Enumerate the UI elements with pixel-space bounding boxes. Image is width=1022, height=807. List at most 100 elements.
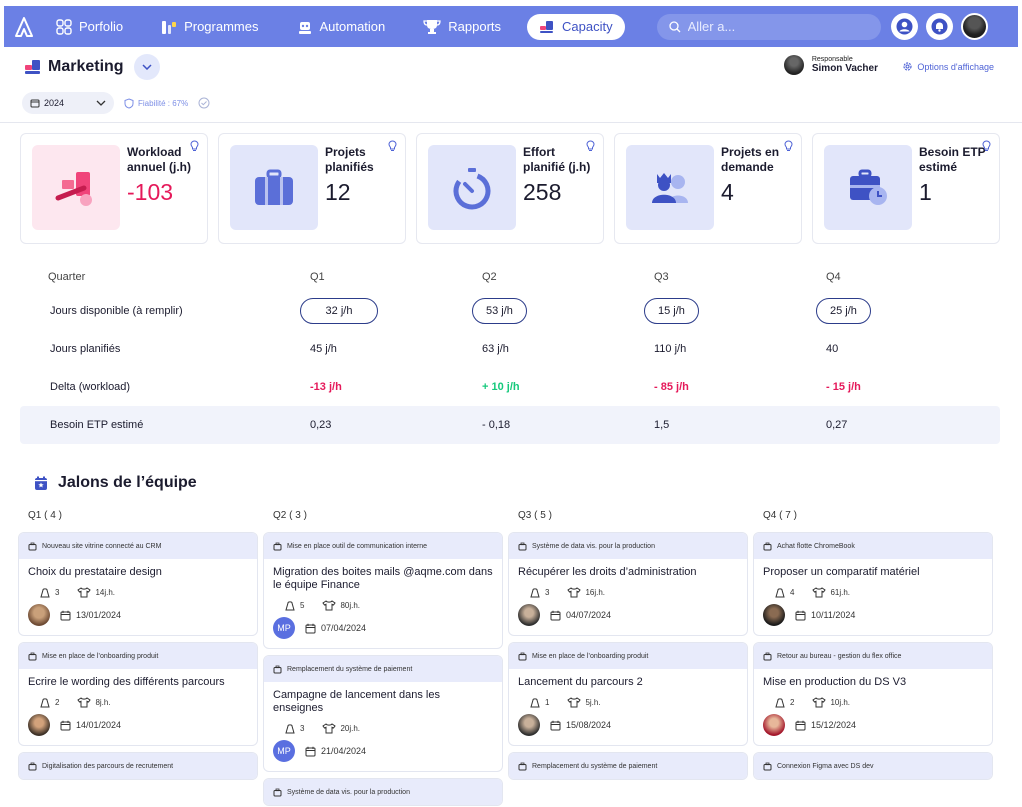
milestone-card[interactable]: Mise en place outil de communication int… [263, 532, 503, 649]
available-days-input[interactable]: 53 j/h [472, 298, 527, 324]
available-days-input[interactable]: 25 j/h [816, 298, 871, 324]
milestone-card[interactable]: Système de data vis. pour la production [263, 778, 503, 806]
milestone-card[interactable]: Retour au bureau - gestion du flex offic… [753, 642, 993, 746]
kpi-card-projects-planned[interactable]: Projets planifiés 12 [218, 133, 406, 244]
milestone-title: Récupérer les droits d’administration [518, 566, 697, 578]
effort: 5j.h. [567, 697, 601, 708]
workload-icon [55, 171, 92, 206]
kpi-icon-box [824, 145, 912, 230]
table-cell: - 0,18 [482, 419, 511, 431]
milestone-date: 07/04/2024 [305, 623, 366, 634]
effort: 10j.h. [812, 697, 850, 708]
milestone-card[interactable]: Remplacement du système de paiement Campa… [263, 655, 503, 772]
milestone-column: Q4 ( 7 ) Achat flotte ChromeBook Proposer… [753, 510, 998, 807]
app-logo-icon[interactable] [4, 6, 44, 47]
table-cell: 45 j/h [310, 343, 337, 355]
card-footer: 15/12/2024 [754, 708, 992, 745]
nav-item-programmes[interactable]: Programmes [149, 14, 270, 40]
avatar[interactable] [28, 604, 50, 626]
milestone-card[interactable]: Nouveau site vitrine connecté au CRM Choi… [18, 532, 258, 636]
responsible-name: Simon Vacher [811, 63, 878, 74]
search-input[interactable] [687, 19, 858, 34]
card-project: Achat flotte ChromeBook [754, 533, 992, 559]
milestone-card[interactable]: Connexion Figma avec DS dev [753, 752, 993, 780]
kpi-icon-box [428, 145, 516, 230]
nav-item-capacity[interactable]: Capacity [527, 13, 625, 40]
responsible-label: Responsable [811, 56, 853, 63]
avatar[interactable]: MP [273, 617, 295, 639]
search-box[interactable] [656, 13, 881, 40]
people-count-value: 1 [545, 698, 550, 707]
avatar[interactable] [763, 604, 785, 626]
notifications-button[interactable] [925, 13, 953, 40]
avatar[interactable] [28, 714, 50, 736]
effort-value: 8j.h. [95, 698, 111, 707]
kpi-card-workload[interactable]: Workload annuel (j.h) -103 [20, 133, 208, 244]
nav-item-label: Capacity [562, 19, 613, 34]
lightbulb-icon[interactable] [784, 140, 793, 152]
milestone-card[interactable]: Mise en place de l’onboarding produit Lan… [508, 642, 748, 746]
milestone-title: Ecrire le wording des différents parcour… [28, 676, 225, 688]
table-row-fte: Besoin ETP estimé 0,23 - 0,18 1,5 0,27 [20, 406, 1000, 444]
effort-icon [77, 697, 92, 708]
people-count-value: 2 [55, 698, 60, 707]
year-select[interactable]: 2024 [22, 92, 114, 114]
card-project: Mise en place de l’onboarding produit [509, 643, 747, 669]
milestone-card[interactable]: Achat flotte ChromeBook Proposer un compa… [753, 532, 993, 636]
project-icon [273, 542, 282, 550]
lightbulb-icon[interactable] [982, 140, 991, 152]
quarter-header-label: Quarter [48, 271, 86, 283]
project-icon [28, 762, 37, 770]
team-selector-button[interactable] [133, 54, 160, 80]
milestone-card[interactable]: Digitalisation des parcours de recruteme… [18, 752, 258, 780]
lightbulb-icon[interactable] [586, 140, 595, 152]
milestone-card[interactable]: Système de data vis. pour la production R… [508, 532, 748, 636]
kpi-card-projects-requested[interactable]: Projets en demande 4 [614, 133, 802, 244]
lightbulb-icon[interactable] [388, 140, 397, 152]
nav-item-rapports[interactable]: Rapports [411, 14, 513, 40]
lightbulb-icon[interactable] [190, 140, 199, 152]
table-cell: 40 [826, 343, 839, 355]
available-days-input[interactable]: 32 j/h [300, 298, 378, 324]
milestone-title: Lancement du parcours 2 [518, 676, 643, 688]
effort-value: 14j.h. [95, 588, 116, 597]
card-meta: 2 8j.h. [19, 689, 257, 708]
page-header: Marketing Responsable Simon Vacher Optio… [4, 47, 1018, 87]
project-name: Mise en place outil de communication int… [287, 542, 428, 550]
effort-value: 80j.h. [340, 601, 361, 610]
available-days-input[interactable]: 15 j/h [644, 298, 699, 324]
card-footer: 14/01/2024 [19, 708, 257, 745]
kpi-label: Projets en demande [721, 145, 780, 174]
card-meta: 5 80j.h. [264, 592, 502, 611]
project-icon [273, 665, 282, 673]
profile-button[interactable] [890, 13, 918, 40]
top-navbar: Porfolio Programmes Automation Rapports … [4, 6, 1018, 47]
kpi-label: Besoin ETP estimé [919, 145, 986, 174]
nav-item-automation[interactable]: Automation [285, 14, 398, 40]
effort: 20j.h. [322, 723, 360, 734]
table-cell: + 10 j/h [482, 381, 520, 393]
milestone-card[interactable]: Remplacement du système de paiement [508, 752, 748, 780]
milestone-card[interactable]: Mise en place de l’onboarding produit Ecr… [18, 642, 258, 746]
people-count-value: 4 [790, 588, 795, 597]
check-circle-icon[interactable] [198, 97, 210, 109]
avatar[interactable] [518, 604, 540, 626]
date-value: 04/07/2024 [566, 610, 612, 620]
avatar[interactable] [763, 714, 785, 736]
kpi-card-effort-planned[interactable]: Effort planifié (j.h) 258 [416, 133, 604, 244]
people-count-value: 3 [545, 588, 550, 597]
people-count-icon [40, 698, 50, 708]
avatar[interactable] [518, 714, 540, 736]
kpi-card-fte-need[interactable]: Besoin ETP estimé 1 [812, 133, 1000, 244]
avatar[interactable]: MP [273, 740, 295, 762]
display-options-link[interactable]: Options d'affichage [902, 61, 994, 72]
milestone-columns: Q1 ( 4 ) Nouveau site vitrine connecté a… [18, 510, 998, 807]
project-name: Digitalisation des parcours de recruteme… [42, 762, 174, 770]
nav-item-portfolio[interactable]: Porfolio [44, 14, 135, 40]
column-header: Q3 ( 5 ) [518, 510, 552, 521]
effort: 80j.h. [322, 600, 360, 611]
effort-icon [77, 587, 92, 598]
milestone-date: 14/01/2024 [60, 720, 121, 731]
user-avatar[interactable] [960, 13, 988, 40]
project-name: Mise en place de l’onboarding produit [532, 652, 649, 660]
